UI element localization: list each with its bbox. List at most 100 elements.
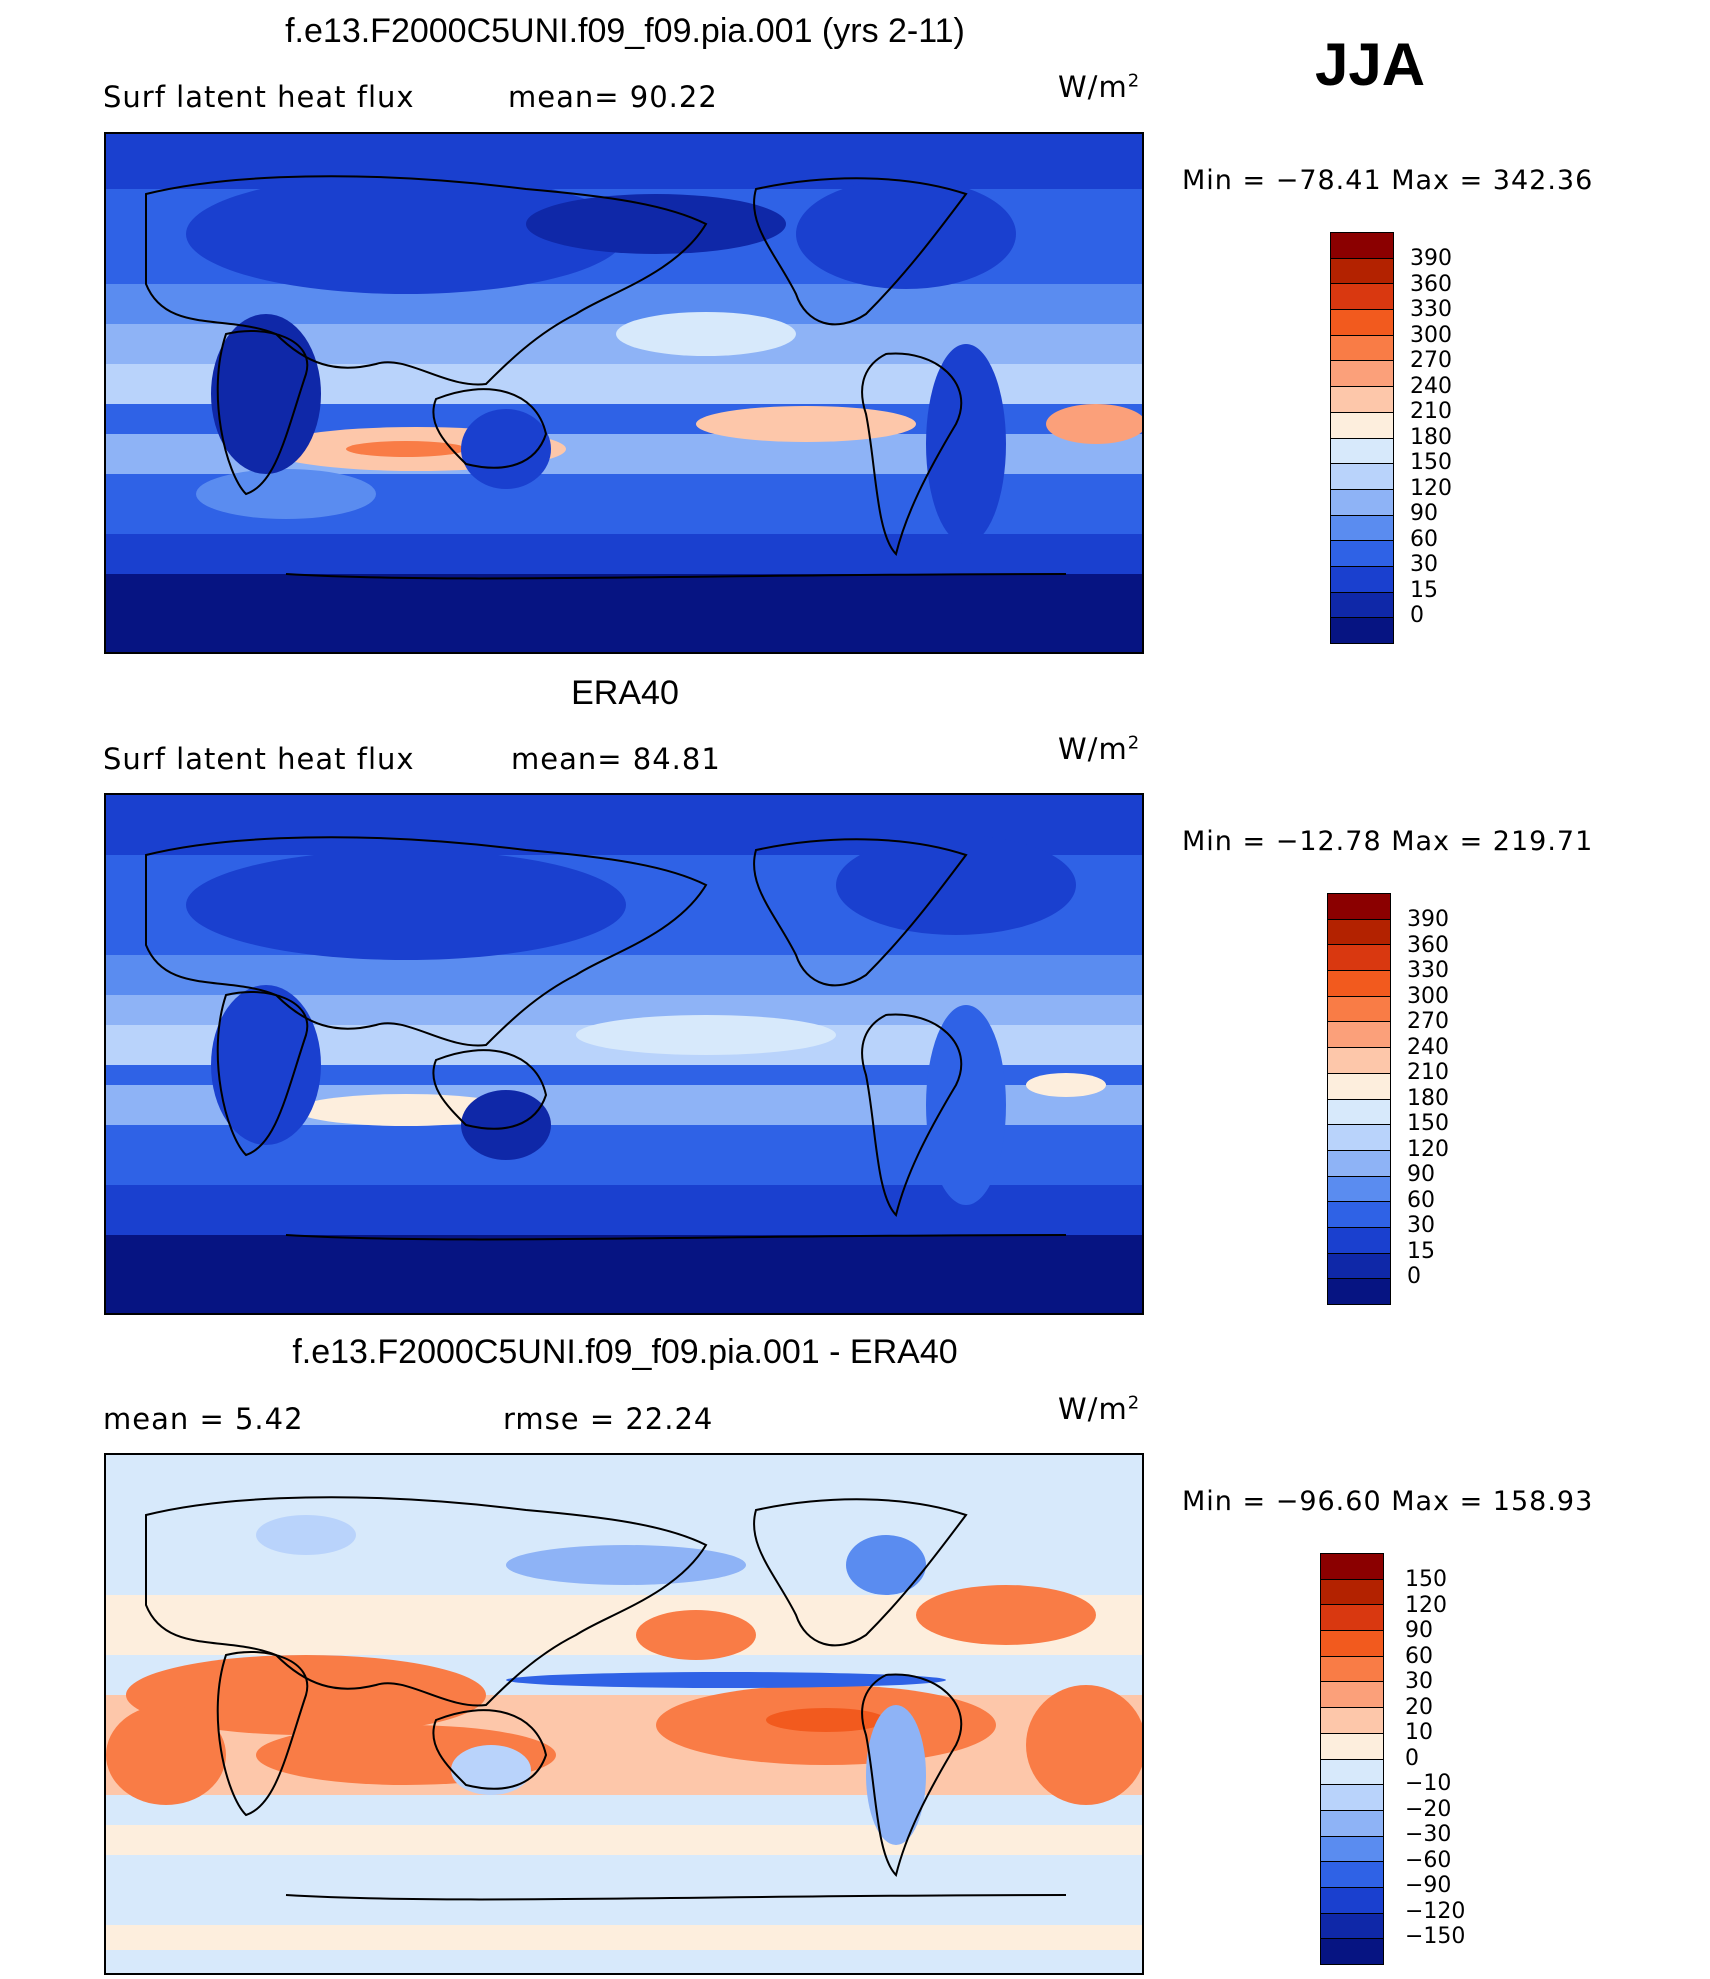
colorbar-tick-label: 10 [1405, 1720, 1433, 1745]
panel-2-units: W/m2 [1058, 732, 1141, 766]
colorbar-swatch [1321, 1605, 1383, 1632]
panel-2-map [104, 793, 1144, 1315]
panel-1-units: W/m2 [1058, 70, 1141, 104]
colorbar-tick-label: −10 [1405, 1771, 1452, 1796]
colorbar-tick-label: 360 [1407, 932, 1449, 958]
colorbar-swatch [1328, 996, 1390, 1023]
colorbar-tick-label: 20 [1405, 1694, 1433, 1720]
colorbar-swatch [1331, 310, 1393, 336]
colorbar-swatch [1331, 489, 1393, 516]
colorbar-swatch [1328, 919, 1390, 946]
colorbar-swatch [1321, 1554, 1383, 1580]
colorbar-swatch [1331, 438, 1393, 465]
colorbar-tick-label: −20 [1405, 1796, 1452, 1822]
colorbar-tick-label: 30 [1405, 1669, 1433, 1694]
colorbar-swatch [1331, 515, 1393, 542]
colorbar-swatch [1331, 618, 1393, 643]
colorbar-swatch [1331, 464, 1393, 490]
colorbar-swatch [1331, 541, 1393, 567]
colorbar-tick-label: 0 [1410, 603, 1424, 628]
panel-1-colorbar-labels: 390 360 330 300 270 240 210 180 150 120 90 60 30 15 0 [1410, 246, 1452, 629]
colorbar-tick-label: 120 [1407, 1136, 1449, 1162]
colorbar-tick-label: 330 [1407, 958, 1449, 983]
panel-1-map [104, 132, 1144, 654]
panel-1-colorbar [1330, 232, 1394, 644]
colorbar-tick-label: −60 [1405, 1847, 1452, 1873]
colorbar-swatch [1328, 1253, 1390, 1280]
colorbar-tick-label: 120 [1410, 475, 1452, 501]
colorbar-tick-label: 120 [1405, 1592, 1447, 1618]
colorbar-tick-label: 210 [1407, 1060, 1449, 1085]
colorbar-tick-label: 60 [1407, 1187, 1435, 1213]
colorbar-tick-label: 240 [1407, 1034, 1449, 1060]
colorbar-swatch [1328, 971, 1390, 997]
panel-3-colorbar-labels: 150 120 90 60 30 20 10 0 −10 −20 −30 −60 −90 −120 −150 [1405, 1567, 1465, 1950]
colorbar-tick-label: 390 [1407, 907, 1449, 932]
panel-2-colorbar [1327, 893, 1391, 1305]
panel-2-minmax: Min = −12.78 Max = 219.71 [1182, 826, 1594, 857]
colorbar-swatch [1328, 945, 1390, 972]
colorbar-tick-label: 0 [1407, 1264, 1421, 1289]
colorbar-tick-label: 270 [1407, 1009, 1449, 1034]
colorbar-tick-label: 150 [1405, 1567, 1447, 1592]
panel-3-colorbar [1320, 1553, 1384, 1965]
colorbar-swatch [1331, 335, 1393, 362]
colorbar-swatch [1321, 1913, 1383, 1940]
panel-2-variable-label: Surf latent heat flux [103, 742, 415, 776]
colorbar-swatch [1328, 1202, 1390, 1228]
colorbar-tick-label: −150 [1405, 1924, 1466, 1949]
colorbar-swatch [1328, 1279, 1390, 1304]
colorbar-swatch [1321, 1708, 1383, 1734]
panel-3-title: f.e13.F2000C5UNI.f09_f09.pia.001 - ERA40 [292, 1333, 958, 1371]
colorbar-swatch [1321, 1810, 1383, 1837]
colorbar-swatch [1331, 566, 1393, 593]
colorbar-tick-label: −30 [1405, 1822, 1452, 1847]
colorbar-swatch [1321, 1631, 1383, 1657]
colorbar-swatch [1321, 1836, 1383, 1863]
colorbar-tick-label: 30 [1407, 1213, 1435, 1238]
colorbar-swatch [1328, 1022, 1390, 1049]
colorbar-tick-label: −90 [1405, 1873, 1452, 1898]
colorbar-swatch [1331, 387, 1393, 413]
colorbar-swatch [1328, 1150, 1390, 1177]
panel-2-colorbar-labels: 390 360 330 300 270 240 210 180 150 120 90 60 30 15 0 [1407, 907, 1449, 1290]
colorbar-swatch [1321, 1939, 1383, 1964]
colorbar-swatch [1331, 233, 1393, 259]
colorbar-tick-label: 150 [1407, 1111, 1449, 1136]
colorbar-swatch [1331, 284, 1393, 311]
panel-1-mean-label: mean= 90.22 [508, 80, 718, 114]
colorbar-swatch [1331, 361, 1393, 388]
colorbar-swatch [1328, 1073, 1390, 1100]
season-label: JJA [1315, 31, 1426, 98]
colorbar-tick-label: 330 [1410, 297, 1452, 322]
colorbar-swatch [1321, 1887, 1383, 1914]
colorbar-swatch [1321, 1579, 1383, 1606]
colorbar-swatch [1328, 1125, 1390, 1151]
colorbar-tick-label: 150 [1410, 450, 1452, 475]
colorbar-swatch [1328, 1099, 1390, 1126]
colorbar-tick-label: 180 [1407, 1085, 1449, 1111]
colorbar-tick-label: 30 [1410, 552, 1438, 577]
colorbar-tick-label: 90 [1410, 501, 1438, 526]
colorbar-swatch [1321, 1862, 1383, 1888]
panel-1-variable-label: Surf latent heat flux [103, 80, 415, 114]
panel-3-mean-label: mean = 5.42 [103, 1402, 304, 1436]
colorbar-swatch [1328, 1176, 1390, 1203]
panel-1-minmax: Min = −78.41 Max = 342.36 [1182, 165, 1594, 196]
colorbar-tick-label: 300 [1410, 322, 1452, 348]
panel-3-rmse-label: rmse = 22.24 [503, 1402, 714, 1436]
panel-2-mean-label: mean= 84.81 [511, 742, 721, 776]
colorbar-tick-label: 15 [1407, 1238, 1435, 1264]
colorbar-swatch [1321, 1759, 1383, 1786]
colorbar-swatch [1321, 1682, 1383, 1709]
colorbar-swatch [1331, 412, 1393, 439]
colorbar-tick-label: −120 [1405, 1898, 1466, 1924]
colorbar-swatch [1321, 1733, 1383, 1760]
colorbar-tick-label: 180 [1410, 424, 1452, 450]
colorbar-tick-label: 210 [1410, 399, 1452, 424]
colorbar-tick-label: 270 [1410, 348, 1452, 373]
colorbar-swatch [1328, 1048, 1390, 1074]
colorbar-swatch [1321, 1656, 1383, 1683]
colorbar-tick-label: 0 [1405, 1745, 1419, 1771]
colorbar-swatch [1331, 592, 1393, 619]
